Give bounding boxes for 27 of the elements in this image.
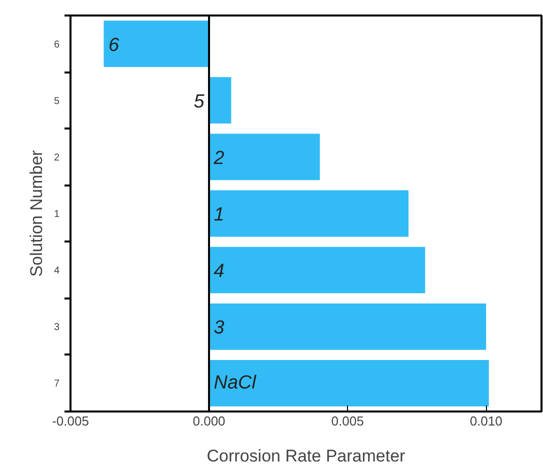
- annotation: NaCl: [214, 372, 257, 394]
- x-tick-label: 0.005: [331, 414, 364, 428]
- y-tick-label: 5: [54, 96, 60, 107]
- annotation: 4: [214, 261, 224, 282]
- y-tick-label: 7: [54, 378, 60, 390]
- bar: [209, 303, 486, 350]
- x-tick-label: -0.005: [52, 414, 89, 428]
- annotation: 2: [212, 148, 225, 169]
- bar: [209, 360, 489, 406]
- y-tick-label: 6: [54, 39, 60, 50]
- x-axis-title: Corrosion Rate Parameter: [206, 446, 406, 466]
- annotation: 1: [214, 204, 224, 226]
- bar: [209, 246, 426, 294]
- y-tick-label: 3: [54, 322, 60, 334]
- annotation: 5: [194, 91, 205, 112]
- y-tick-label: 4: [54, 266, 60, 277]
- bar: [209, 77, 232, 124]
- bar: [104, 20, 210, 67]
- annotation: 6: [108, 34, 120, 56]
- y-tick-label: 2: [54, 152, 60, 164]
- annotation: 3: [214, 318, 225, 339]
- x-tick-label: 0.000: [192, 414, 226, 428]
- y-axis-title: Solution Number: [26, 150, 46, 277]
- bar: [209, 134, 320, 180]
- y-tick-label: 1: [54, 209, 60, 220]
- x-tick-label: 0.010: [470, 414, 502, 428]
- bar: [209, 190, 409, 237]
